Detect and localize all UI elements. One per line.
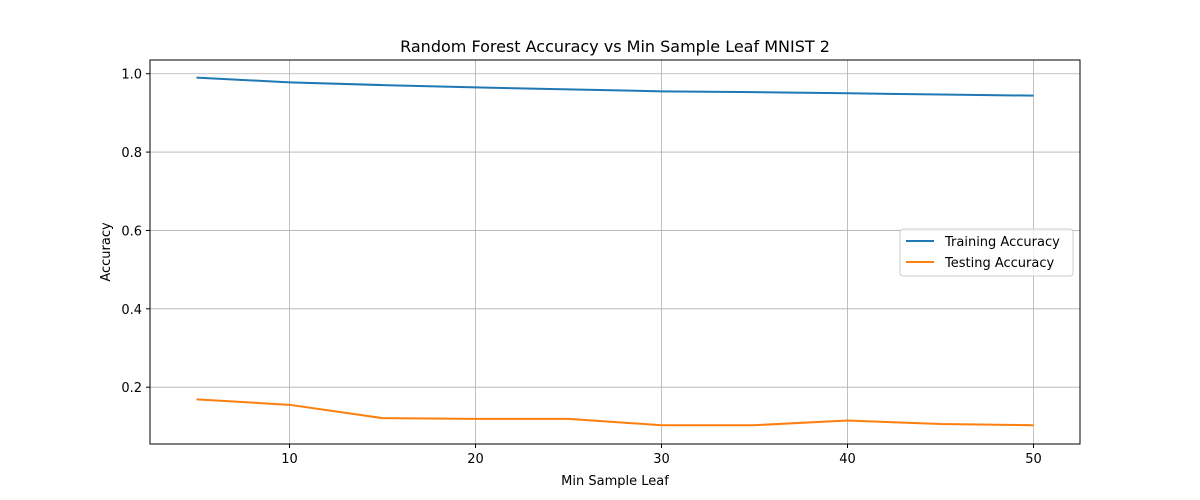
x-tick-label: 50 [1025,452,1042,467]
y-axis: 0.2 0.4 0.6 0.8 1.0 [121,68,150,396]
x-tick-label: 30 [653,452,670,467]
series-line-testing [196,398,1034,427]
chart-title: Random Forest Accuracy vs Min Sample Lea… [400,37,830,56]
y-axis-label: Accuracy [99,222,114,282]
legend-entry: Testing Accuracy [944,256,1054,271]
plot-frame [149,59,1081,445]
legend: Training Accuracy Testing Accuracy [899,228,1074,277]
x-tick-label: 40 [839,452,856,467]
y-tick-label: 0.6 [121,224,142,239]
y-tick-label: 0.2 [121,381,142,396]
x-tick-label: 20 [467,452,484,467]
y-tick-label: 1.0 [121,68,142,83]
x-tick-label: 10 [281,452,298,467]
x-axis: 10 20 30 40 50 [281,444,1042,467]
legend-entry: Training Accuracy [944,235,1060,250]
series-group [196,76,1034,427]
x-axis-label: Min Sample Leaf [561,474,669,489]
y-tick-label: 0.8 [121,146,142,161]
y-tick-label: 0.4 [121,303,142,318]
series-line-training [196,76,1034,97]
legend-box [899,228,1074,277]
